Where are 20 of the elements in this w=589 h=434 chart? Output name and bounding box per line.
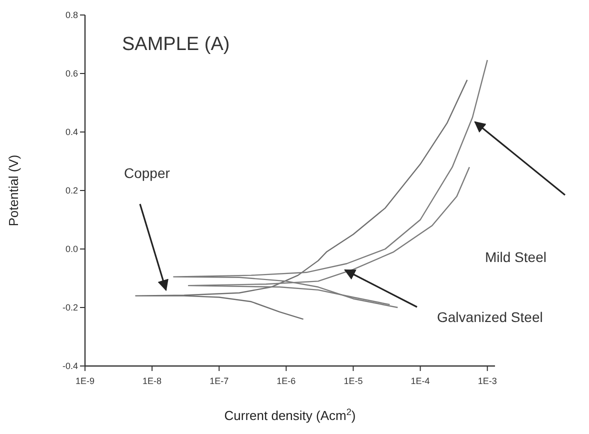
x-tick-label: 1E-4 [410,376,430,386]
y-tick-label: -0.4 [62,360,78,371]
y-tick-label: 0.4 [65,126,78,137]
y-tick-label: 0.2 [65,185,78,196]
annotation: Galvanized Steel [437,309,543,325]
annotation: Mild Steel [485,249,546,265]
y-tick-label: 0.8 [65,10,78,20]
x-tick-label: 1E-8 [142,376,162,386]
y-tick-label: 0.6 [65,68,78,78]
x-tick-label: 1E-5 [344,376,363,386]
y-axis-title: Potential (V) [6,154,21,226]
x-tick-label: 1E-6 [276,376,296,386]
x-axis-title: Current density (Acm$^{2}$) [224,407,356,423]
y-tick-label: -0.2 [62,302,78,312]
text: SAMPLE (A) [122,34,230,55]
x-tick-label: 1E-3 [478,376,497,386]
x-tick-label: 1E-7 [210,376,229,386]
annotation: Copper [124,165,170,181]
y-tick-label: 0.0 [65,244,78,254]
x-tick-label: 1E-9 [75,376,95,386]
